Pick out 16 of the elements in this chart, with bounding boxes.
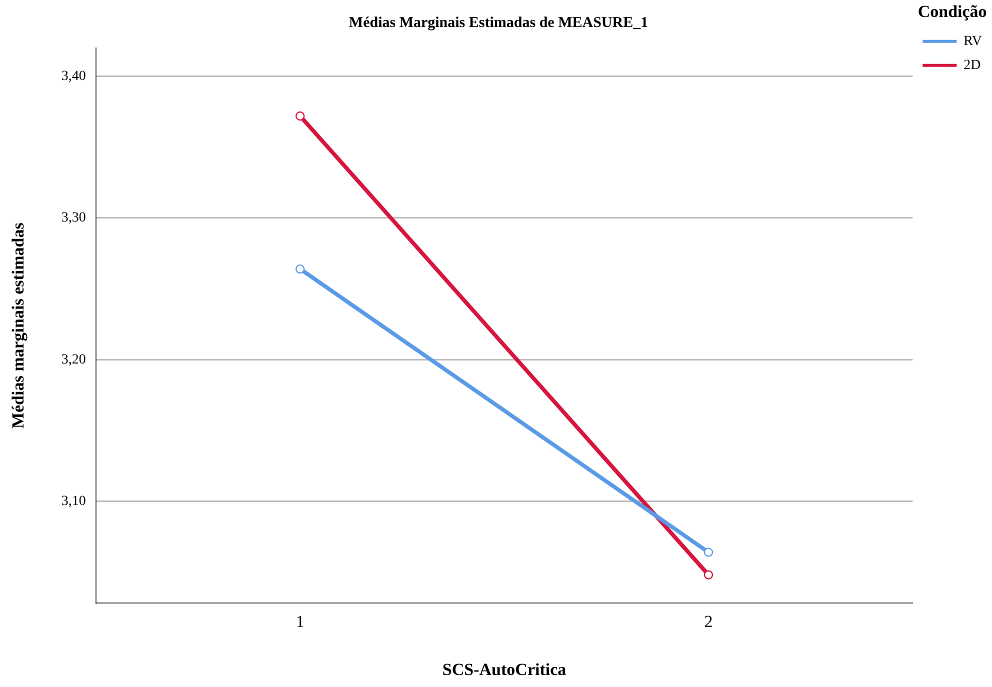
y-tick-label: 3,30: [61, 210, 86, 226]
point: [704, 570, 714, 580]
y-axis-title: Médias marginais estimadas: [8, 222, 28, 429]
x-axis-title: SCS-AutoCritica: [442, 660, 567, 680]
y-tick-label: 3,20: [61, 352, 86, 368]
point: [704, 548, 714, 557]
y-tick-label: 3,40: [61, 69, 86, 84]
legend-title: Condição: [918, 2, 987, 21]
point: [295, 264, 305, 274]
legend-label: RV: [964, 34, 982, 50]
chart-title: Médias Marginais Estimadas de MEASURE_1: [348, 14, 648, 31]
y-tick-label: 3,10: [61, 494, 86, 509]
x-tick-label: 1: [296, 612, 304, 631]
x-tick-label: 2: [704, 612, 713, 631]
point: [295, 111, 305, 121]
legend-label: 2D: [964, 58, 981, 74]
